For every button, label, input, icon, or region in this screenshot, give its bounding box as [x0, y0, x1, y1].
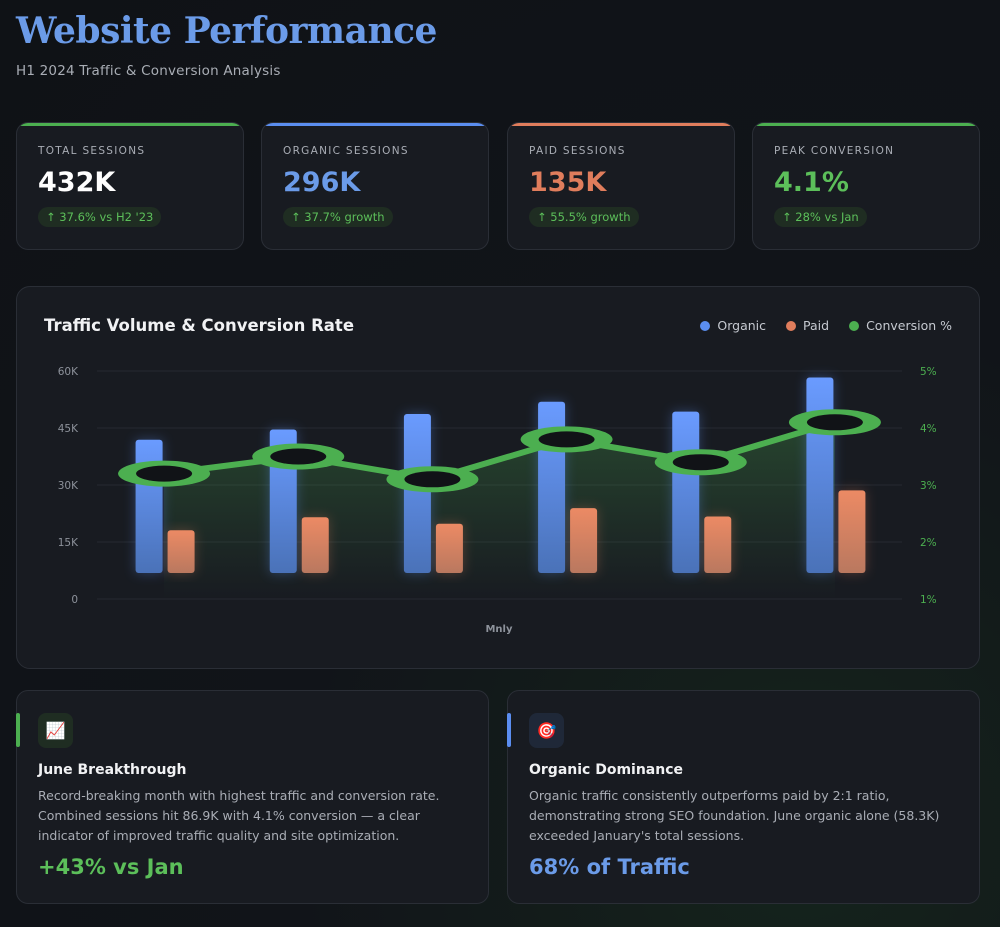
kpi-value: 296K — [283, 167, 361, 198]
kpi-peak-conversion: PEAK CONVERSION 4.1% ↑ 28% vs Jan — [752, 122, 980, 250]
chart-increasing-icon: 📈 — [38, 713, 73, 748]
y-left-tick-label: 0 — [71, 594, 78, 606]
paid-bar — [301, 517, 329, 573]
kpi-label: PEAK CONVERSION — [774, 145, 895, 157]
y-right-tick-label: 2% — [920, 537, 937, 549]
page-title: Website Performance — [16, 10, 437, 52]
kpi-total-sessions: TOTAL SESSIONS 432K ↑ 37.6% vs H2 '23 — [16, 122, 244, 250]
paid-bar — [435, 523, 463, 573]
kpi-badge-text: 37.6% vs H2 '23 — [59, 210, 154, 224]
kpi-badge-text: 55.5% growth — [550, 210, 631, 224]
insight-metric: 68% of Traffic — [529, 855, 690, 879]
chart-card: 0 15K 30K 45K 60K 1% 2% 3% 4% 5% Mnly Traffic Volu… — [16, 286, 980, 669]
arrow-up-icon: ↑ — [537, 210, 547, 224]
kpi-label: ORGANIC SESSIONS — [283, 145, 409, 157]
kpi-accent-bar — [753, 123, 979, 126]
legend-item-conversion[interactable]: Conversion % — [849, 318, 952, 333]
insight-body: Record-breaking month with highest traff… — [38, 788, 440, 843]
arrow-up-icon: ↑ — [291, 210, 301, 224]
kpi-badge: ↑ 37.6% vs H2 '23 — [38, 207, 162, 227]
arrow-up-icon: ↑ — [782, 210, 792, 224]
insight-accent-bar — [16, 713, 20, 747]
insight-body: Organic traffic consistently outperforms… — [529, 788, 940, 843]
kpi-accent-bar — [262, 123, 488, 126]
conversion-point — [538, 431, 595, 448]
organic-bar — [403, 413, 431, 573]
conversion-point — [270, 448, 327, 465]
kpi-organic-sessions: ORGANIC SESSIONS 296K ↑ 37.7% growth — [261, 122, 489, 250]
y-right-tick-label: 4% — [920, 423, 937, 435]
insight-card-june: 📈 June Breakthrough Record-breaking mont… — [16, 690, 489, 904]
insight-metric: +43% vs Jan — [38, 855, 184, 879]
organic-bar — [806, 377, 834, 573]
organic-bar — [135, 439, 163, 573]
legend-dot-organic — [700, 320, 711, 331]
paid-bar — [704, 516, 732, 573]
y-right-tick-label: 1% — [920, 594, 937, 606]
conversion-point — [404, 471, 461, 488]
legend-dot-paid — [786, 320, 797, 331]
organic-bar — [672, 411, 700, 573]
legend-item-paid[interactable]: Paid — [786, 318, 829, 333]
kpi-accent-bar — [17, 123, 243, 126]
kpi-label: PAID SESSIONS — [529, 145, 626, 157]
insight-title: June Breakthrough — [38, 762, 187, 778]
kpi-badge-text: 37.7% growth — [304, 210, 385, 224]
kpi-badge: ↑ 37.7% growth — [283, 207, 393, 227]
legend-item-organic[interactable]: Organic — [700, 318, 766, 333]
kpi-paid-sessions: PAID SESSIONS 135K ↑ 55.5% growth — [507, 122, 735, 250]
paid-bar — [570, 508, 598, 573]
legend-label: Conversion % — [866, 318, 952, 333]
conversion-point — [806, 414, 863, 431]
kpi-badge: ↑ 28% vs Jan — [774, 207, 867, 227]
legend-dot-conversion — [849, 320, 860, 331]
kpi-row: TOTAL SESSIONS 432K ↑ 37.6% vs H2 '23 OR… — [16, 122, 980, 250]
chart-legend: Organic Paid Conversion % — [700, 318, 952, 333]
x-axis-label: Mnly — [485, 624, 512, 635]
insight-accent-bar — [507, 713, 511, 747]
y-right-tick-label: 3% — [920, 480, 937, 492]
insight-card-organic: 🎯 Organic Dominance Organic traffic cons… — [507, 690, 980, 904]
kpi-badge-text: 28% vs Jan — [795, 210, 859, 224]
paid-bar — [167, 530, 195, 573]
paid-bar — [838, 490, 866, 573]
y-left-tick-label: 45K — [58, 423, 79, 435]
kpi-label: TOTAL SESSIONS — [38, 145, 146, 157]
y-left-tick-label: 30K — [58, 480, 79, 492]
chart-canvas: 0 15K 30K 45K 60K 1% 2% 3% 4% 5% Mnly — [58, 366, 937, 635]
y-right-tick-label: 5% — [920, 366, 937, 378]
y-left-tick-label: 15K — [58, 537, 79, 549]
chart-title: Traffic Volume & Conversion Rate — [44, 316, 355, 335]
kpi-value: 432K — [38, 167, 116, 198]
conversion-point — [672, 454, 729, 471]
conversion-point — [136, 465, 193, 482]
kpi-badge: ↑ 55.5% growth — [529, 207, 639, 227]
kpi-value: 135K — [529, 167, 607, 198]
target-icon: 🎯 — [529, 713, 564, 748]
legend-label: Paid — [803, 318, 830, 333]
insight-title: Organic Dominance — [529, 762, 684, 778]
kpi-value: 4.1% — [774, 167, 849, 198]
legend-label: Organic — [717, 318, 767, 333]
y-left-tick-label: 60K — [58, 366, 79, 378]
arrow-up-icon: ↑ — [46, 210, 56, 224]
page-subtitle: H1 2024 Traffic & Conversion Analysis — [16, 63, 281, 79]
kpi-accent-bar — [508, 123, 734, 126]
